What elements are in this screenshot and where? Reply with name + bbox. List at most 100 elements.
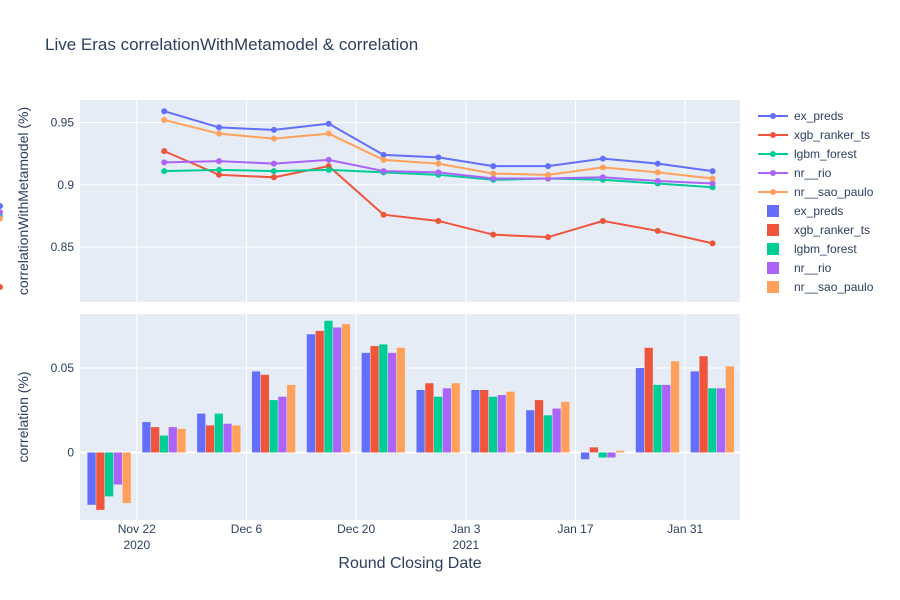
line-marker-ex-preds bbox=[655, 161, 661, 167]
bar-nr--sao-paulo bbox=[342, 324, 350, 452]
legend-bar-swatch bbox=[767, 243, 779, 255]
bar-xgb-ranker-ts bbox=[480, 390, 488, 452]
bar-lgbm-forest bbox=[653, 385, 661, 453]
line-marker-nr--rio bbox=[326, 157, 332, 163]
x-axis-title: Round Closing Date bbox=[338, 555, 481, 572]
bar-nr--rio bbox=[717, 388, 725, 452]
bar-nr--sao-paulo bbox=[232, 425, 240, 452]
line-marker-ex-preds bbox=[435, 154, 441, 160]
bar-xgb-ranker-ts bbox=[316, 331, 324, 453]
legend-bar-swatch bbox=[767, 262, 779, 274]
legend-line-marker bbox=[770, 170, 776, 176]
x-tick-label: Dec 20 bbox=[337, 522, 375, 536]
bar-nr--sao-paulo bbox=[452, 383, 460, 452]
line-marker-nr--sao-paulo bbox=[435, 161, 441, 167]
bar-lgbm-forest bbox=[324, 321, 332, 453]
bar-ex-preds bbox=[636, 368, 644, 452]
line-marker-xgb-ranker-ts bbox=[161, 148, 167, 154]
bar-ex-preds bbox=[691, 371, 699, 452]
legend-label: xgb_ranker_ts bbox=[794, 223, 870, 237]
bar-nr--sao-paulo bbox=[397, 348, 405, 453]
bar-lgbm-forest bbox=[599, 452, 607, 457]
bar-nr--rio bbox=[552, 409, 560, 453]
bar-xgb-ranker-ts bbox=[645, 348, 653, 453]
bar-lgbm-forest bbox=[270, 400, 278, 452]
bar-ex-preds bbox=[307, 334, 315, 452]
bar-xgb-ranker-ts bbox=[96, 452, 104, 509]
top-plot-area bbox=[80, 100, 740, 302]
line-marker-ex-preds bbox=[216, 124, 222, 130]
line-marker-xgb-ranker-ts bbox=[710, 240, 716, 246]
bar-nr--sao-paulo bbox=[726, 366, 734, 452]
legend-item-bar-nr--rio[interactable]: nr__rio bbox=[767, 261, 832, 275]
bar-nr--sao-paulo bbox=[123, 452, 131, 503]
legend-bar-swatch bbox=[767, 281, 779, 293]
legend-bar-swatch bbox=[767, 224, 779, 236]
line-marker-lgbm-forest bbox=[161, 168, 167, 174]
legend-label: xgb_ranker_ts bbox=[794, 128, 870, 142]
line-marker-ex-preds bbox=[600, 156, 606, 162]
bar-ex-preds bbox=[581, 452, 589, 459]
line-marker-nr--rio bbox=[161, 159, 167, 165]
line-marker-nr--rio bbox=[216, 158, 222, 164]
bar-lgbm-forest bbox=[489, 397, 497, 453]
bar-lgbm-forest bbox=[434, 397, 442, 453]
bar-ex-preds bbox=[197, 414, 205, 453]
bar-xgb-ranker-ts bbox=[535, 400, 543, 452]
legend-label: nr__rio bbox=[794, 261, 832, 275]
top-y-tick-label: 0.85 bbox=[51, 240, 75, 254]
line-marker-xgb-ranker-ts bbox=[381, 212, 387, 218]
bar-lgbm-forest bbox=[544, 415, 552, 452]
bar-nr--rio bbox=[278, 397, 286, 453]
bar-xgb-ranker-ts bbox=[425, 383, 433, 452]
bar-nr--sao-paulo bbox=[177, 429, 185, 453]
line-marker-nr--rio bbox=[381, 168, 387, 174]
bar-ex-preds bbox=[416, 390, 424, 452]
bar-nr--sao-paulo bbox=[671, 361, 679, 452]
line-marker-lgbm-forest bbox=[216, 167, 222, 173]
bar-nr--rio bbox=[223, 424, 231, 453]
legend-bar-swatch bbox=[767, 205, 779, 217]
line-marker-ex-preds bbox=[326, 121, 332, 127]
legend-line-marker bbox=[770, 189, 776, 195]
top-y-tick-label: 0.9 bbox=[57, 178, 74, 192]
line-marker-nr--rio bbox=[435, 169, 441, 175]
bar-lgbm-forest bbox=[708, 388, 716, 452]
bar-nr--rio bbox=[169, 427, 177, 452]
line-marker-nr--sao-paulo bbox=[655, 169, 661, 175]
line-marker-nr--sao-paulo bbox=[600, 164, 606, 170]
bar-ex-preds bbox=[362, 353, 370, 453]
legend-label: ex_preds bbox=[794, 109, 843, 123]
bar-xgb-ranker-ts bbox=[261, 375, 269, 453]
line-marker-nr--sao-paulo bbox=[381, 157, 387, 163]
line-marker-xgb-ranker-ts bbox=[600, 218, 606, 224]
x-tick-year-label: 2021 bbox=[452, 538, 479, 552]
line-marker-xgb-ranker-ts bbox=[545, 234, 551, 240]
line-marker-nr--rio bbox=[655, 178, 661, 184]
bar-xgb-ranker-ts bbox=[206, 425, 214, 452]
line-marker-ex-preds bbox=[710, 168, 716, 174]
bar-ex-preds bbox=[142, 422, 150, 452]
line-marker-nr--sao-paulo bbox=[545, 172, 551, 178]
line-marker-xgb-ranker-ts bbox=[271, 174, 277, 180]
bar-ex-preds bbox=[471, 390, 479, 452]
bar-nr--rio bbox=[498, 395, 506, 452]
bottom-y-tick-label: 0 bbox=[67, 445, 74, 459]
line-marker-nr--rio bbox=[271, 161, 277, 167]
bottom-y-tick-label: 0.05 bbox=[51, 361, 75, 375]
line-marker-nr--sao-paulo bbox=[216, 131, 222, 137]
line-marker-nr--sao-paulo bbox=[161, 117, 167, 123]
line-marker-ex-preds bbox=[545, 163, 551, 169]
bar-nr--sao-paulo bbox=[616, 451, 624, 453]
bar-nr--rio bbox=[607, 452, 615, 457]
line-marker-xgb-ranker-ts bbox=[490, 232, 496, 238]
legend-item-bar-ex-preds[interactable]: ex_preds bbox=[767, 204, 843, 218]
bar-nr--rio bbox=[443, 388, 451, 452]
legend-line-marker bbox=[770, 113, 776, 119]
bar-nr--sao-paulo bbox=[561, 402, 569, 453]
x-tick-label: Jan 17 bbox=[557, 522, 593, 536]
line-marker-ex-preds bbox=[161, 108, 167, 114]
x-tick-label: Nov 22 bbox=[118, 522, 156, 536]
bar-nr--sao-paulo bbox=[287, 385, 295, 453]
